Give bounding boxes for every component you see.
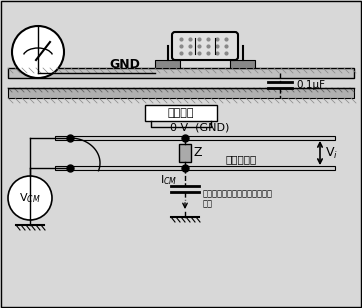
Bar (179, 144, 191, 162)
Text: I$_{CM}$: I$_{CM}$ (160, 173, 177, 187)
Bar (55, 166, 335, 170)
Bar (8, 88, 354, 98)
Text: 0 V  (GND): 0 V (GND) (170, 123, 230, 133)
Text: V$_i$: V$_i$ (325, 145, 338, 160)
Bar (145, 105, 217, 121)
Text: Z: Z (194, 147, 202, 160)
Text: 等效电路: 等效电路 (168, 108, 194, 118)
Bar (230, 60, 255, 68)
Bar (55, 136, 335, 140)
Circle shape (12, 26, 64, 78)
Text: GND: GND (110, 58, 140, 71)
Text: 0.1μF: 0.1μF (296, 80, 325, 90)
Circle shape (8, 176, 52, 220)
Text: 印制线与参考大地板之间的寄生
电容: 印制线与参考大地板之间的寄生 电容 (203, 189, 273, 209)
Text: V$_{CM}$: V$_{CM}$ (19, 191, 41, 205)
Bar (8, 68, 354, 78)
Text: 被干扰的线: 被干扰的线 (225, 154, 256, 164)
Bar (155, 60, 180, 68)
FancyBboxPatch shape (172, 32, 238, 60)
